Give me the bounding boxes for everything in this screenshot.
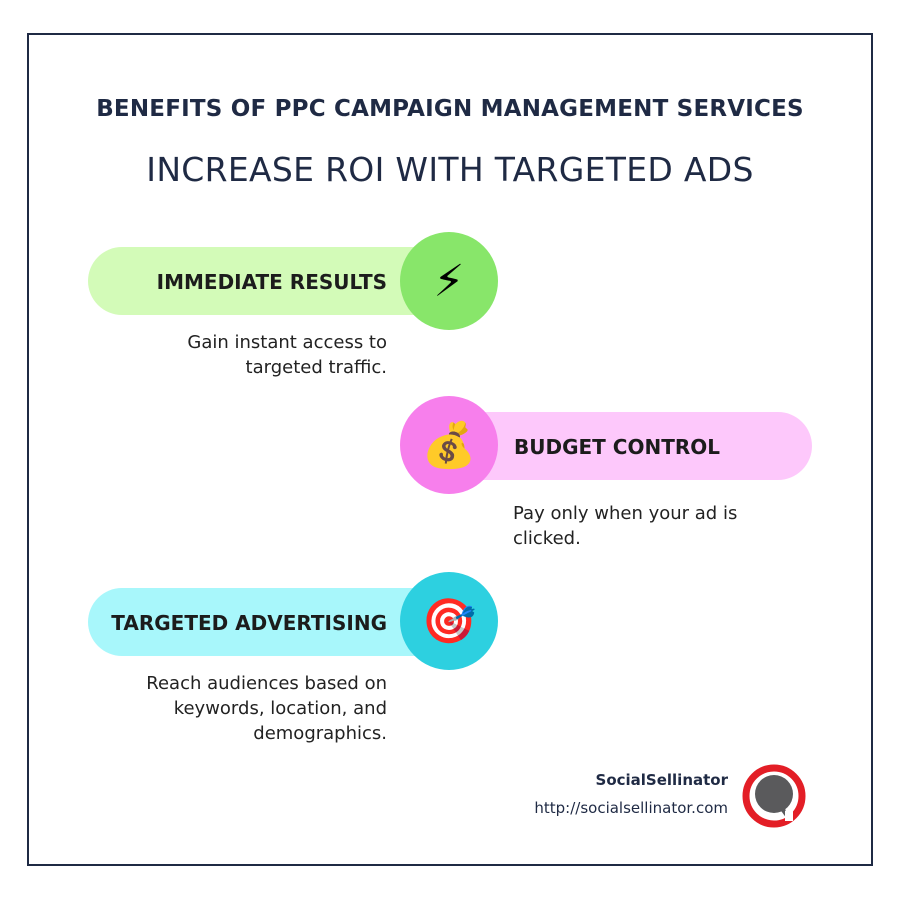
benefit-pill-targeted-advertising [88, 588, 458, 656]
page-subtitle: INCREASE ROI WITH TARGETED ADS [146, 150, 754, 189]
brand-name: SocialSellinator [595, 771, 728, 789]
benefit-description: Pay only when your ad is clicked. [513, 503, 738, 549]
money-bag-icon: 💰 [421, 420, 477, 471]
benefit-icon-circle: 🎯 [400, 572, 498, 670]
target-icon: 🎯 [421, 596, 477, 647]
benefit-pill-budget-control [442, 412, 812, 480]
benefit-icon-circle: 💰 [400, 396, 498, 494]
page-title: BENEFITS OF PPC CAMPAIGN MANAGEMENT SERV… [96, 96, 804, 122]
benefit-description: Gain instant access to targeted traffic. [187, 332, 387, 378]
benefit-label: TARGETED ADVERTISING [111, 611, 387, 635]
benefit-pill-immediate-results [88, 247, 458, 315]
brand-url-link[interactable]: http://socialsellinator.com [534, 799, 728, 817]
benefit-description: Reach audiences based on keywords, locat… [146, 673, 387, 744]
benefit-label: BUDGET CONTROL [514, 435, 720, 459]
socialsellinator-logo-icon [742, 764, 806, 828]
lightning-icon: ⚡ [433, 255, 465, 307]
benefit-label: IMMEDIATE RESULTS [156, 270, 387, 294]
benefit-icon-circle: ⚡ [400, 232, 498, 330]
